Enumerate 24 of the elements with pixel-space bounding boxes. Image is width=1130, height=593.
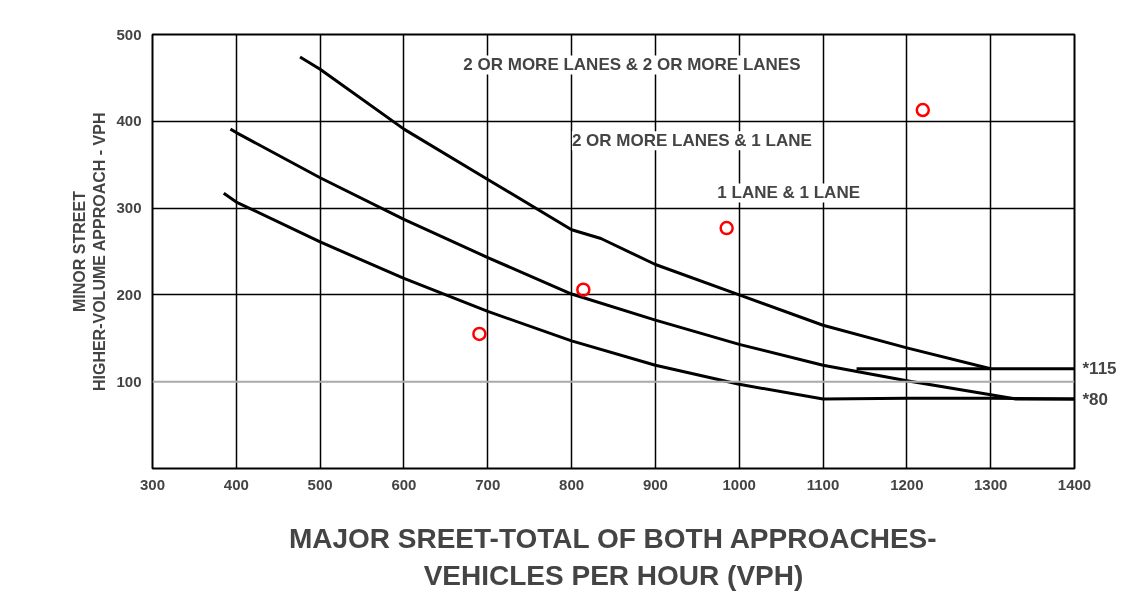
y-tick-label: 400 xyxy=(116,112,142,130)
x-tick-label: 1400 xyxy=(1057,475,1092,493)
annotation: 1 LANE & 1 LANE xyxy=(717,183,860,203)
x-tick-label: 800 xyxy=(559,475,585,493)
annotation: 2 OR MORE LANES & 2 OR MORE LANES xyxy=(463,55,801,75)
y-tick-label: 500 xyxy=(116,25,142,43)
x-tick-label: 600 xyxy=(391,475,417,493)
x-tick-label: 300 xyxy=(139,475,166,493)
x-tick-label: 1300 xyxy=(974,475,1008,493)
annotation: 2 OR MORE LANES & 1 LANE xyxy=(571,131,812,151)
y-tick-label: 300 xyxy=(116,199,142,217)
x-axis-title: MAJOR SREET-TOTAL OF BOTH APPROACHES- VEHICLES PER HOUR (VPH) xyxy=(288,522,937,591)
y-tick-label: 200 xyxy=(116,285,142,303)
annotation: *80 xyxy=(1082,389,1109,409)
x-tick-label: 500 xyxy=(307,475,333,493)
x-tick-label: 1200 xyxy=(890,475,924,493)
x-tick-label: 900 xyxy=(642,475,668,493)
x-tick-label: 1100 xyxy=(806,475,840,493)
x-tick-label: 400 xyxy=(223,475,249,493)
y-axis-title: MINOR STREET HIGHER-VOLUME APPROACH - VPH xyxy=(71,112,109,392)
annotation: *115 xyxy=(1082,359,1117,379)
x-tick-label: 700 xyxy=(475,475,501,493)
x-tick-label: 1000 xyxy=(722,475,756,493)
y-tick-label: 100 xyxy=(116,372,142,390)
